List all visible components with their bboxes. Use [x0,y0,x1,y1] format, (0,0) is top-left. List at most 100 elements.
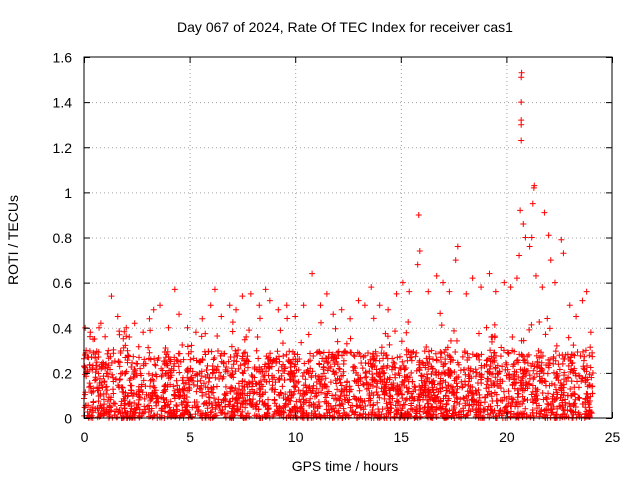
data-point [518,69,525,76]
data-point [522,379,529,386]
data-point [146,315,153,322]
data-point [300,387,307,394]
data-point [367,381,374,388]
data-point [443,401,450,408]
data-point [149,390,156,397]
data-point [577,352,584,359]
data-point [128,387,135,394]
data-point [570,402,577,409]
data-point [308,410,315,417]
data-point [336,402,343,409]
data-point [99,404,106,411]
data-point [427,411,434,418]
data-point [327,379,334,386]
data-point [313,379,320,386]
data-point [271,396,278,403]
data-point [437,310,444,317]
data-point [553,342,560,349]
data-point [445,383,452,390]
data-point [481,399,488,406]
data-point [428,380,435,387]
data-point [500,388,507,395]
data-point [272,379,279,386]
x-axis-label: GPS time / hours [292,458,399,474]
data-point [484,375,491,382]
data-point [307,357,314,364]
data-point [219,409,226,416]
data-point [518,411,525,418]
data-point [392,328,399,335]
data-point [115,384,122,391]
data-point [446,353,453,360]
data-point [396,402,403,409]
data-point [188,348,195,355]
data-point [176,393,183,400]
data-point [448,356,455,363]
data-point [325,358,332,365]
data-point [209,370,216,377]
data-point [225,358,232,365]
data-point [586,407,593,414]
data-point [137,394,144,401]
data-point [286,389,293,396]
data-point [112,400,119,407]
data-point [233,350,240,357]
data-point [433,272,440,279]
data-point [300,302,307,309]
data-point [357,353,364,360]
data-point [515,390,522,397]
data-point [351,377,358,384]
data-point [239,394,246,401]
data-point [275,306,282,313]
data-point [240,350,247,357]
data-point [570,409,577,416]
data-point [352,365,359,372]
data-point [302,382,309,389]
data-point [296,355,303,362]
data-point [551,397,558,404]
data-point [152,392,159,399]
data-point [87,329,94,336]
data-point [257,378,264,385]
data-point [319,384,326,391]
data-point [491,334,498,341]
data-point [505,350,512,357]
data-point [423,410,430,417]
data-point [408,369,415,376]
data-point [184,387,191,394]
data-point [518,382,525,389]
data-point [589,349,596,356]
data-point [478,284,485,291]
y-tick-label: 0.2 [53,365,73,381]
data-point [412,384,419,391]
data-point [416,383,423,390]
data-point [478,373,485,380]
data-point [316,373,323,380]
plot-frame [83,56,613,419]
data-point [152,362,159,369]
data-point [114,313,121,320]
data-point [409,378,416,385]
data-point [539,284,546,291]
data-point [482,394,489,401]
data-point [459,383,466,390]
data-point [101,401,108,408]
data-point [214,332,221,339]
data-point [235,380,242,387]
data-point [566,400,573,407]
data-point [496,368,503,375]
data-point [307,395,314,402]
data-point [206,394,213,401]
data-point [365,385,372,392]
data-point [281,368,288,375]
data-point [157,414,164,421]
data-point [253,347,260,354]
data-point [229,371,236,378]
data-point [483,324,490,331]
data-point [489,358,496,365]
data-point [401,401,408,408]
data-point [567,385,574,392]
data-point [192,329,199,336]
data-point [518,117,525,124]
data-point [288,394,295,401]
